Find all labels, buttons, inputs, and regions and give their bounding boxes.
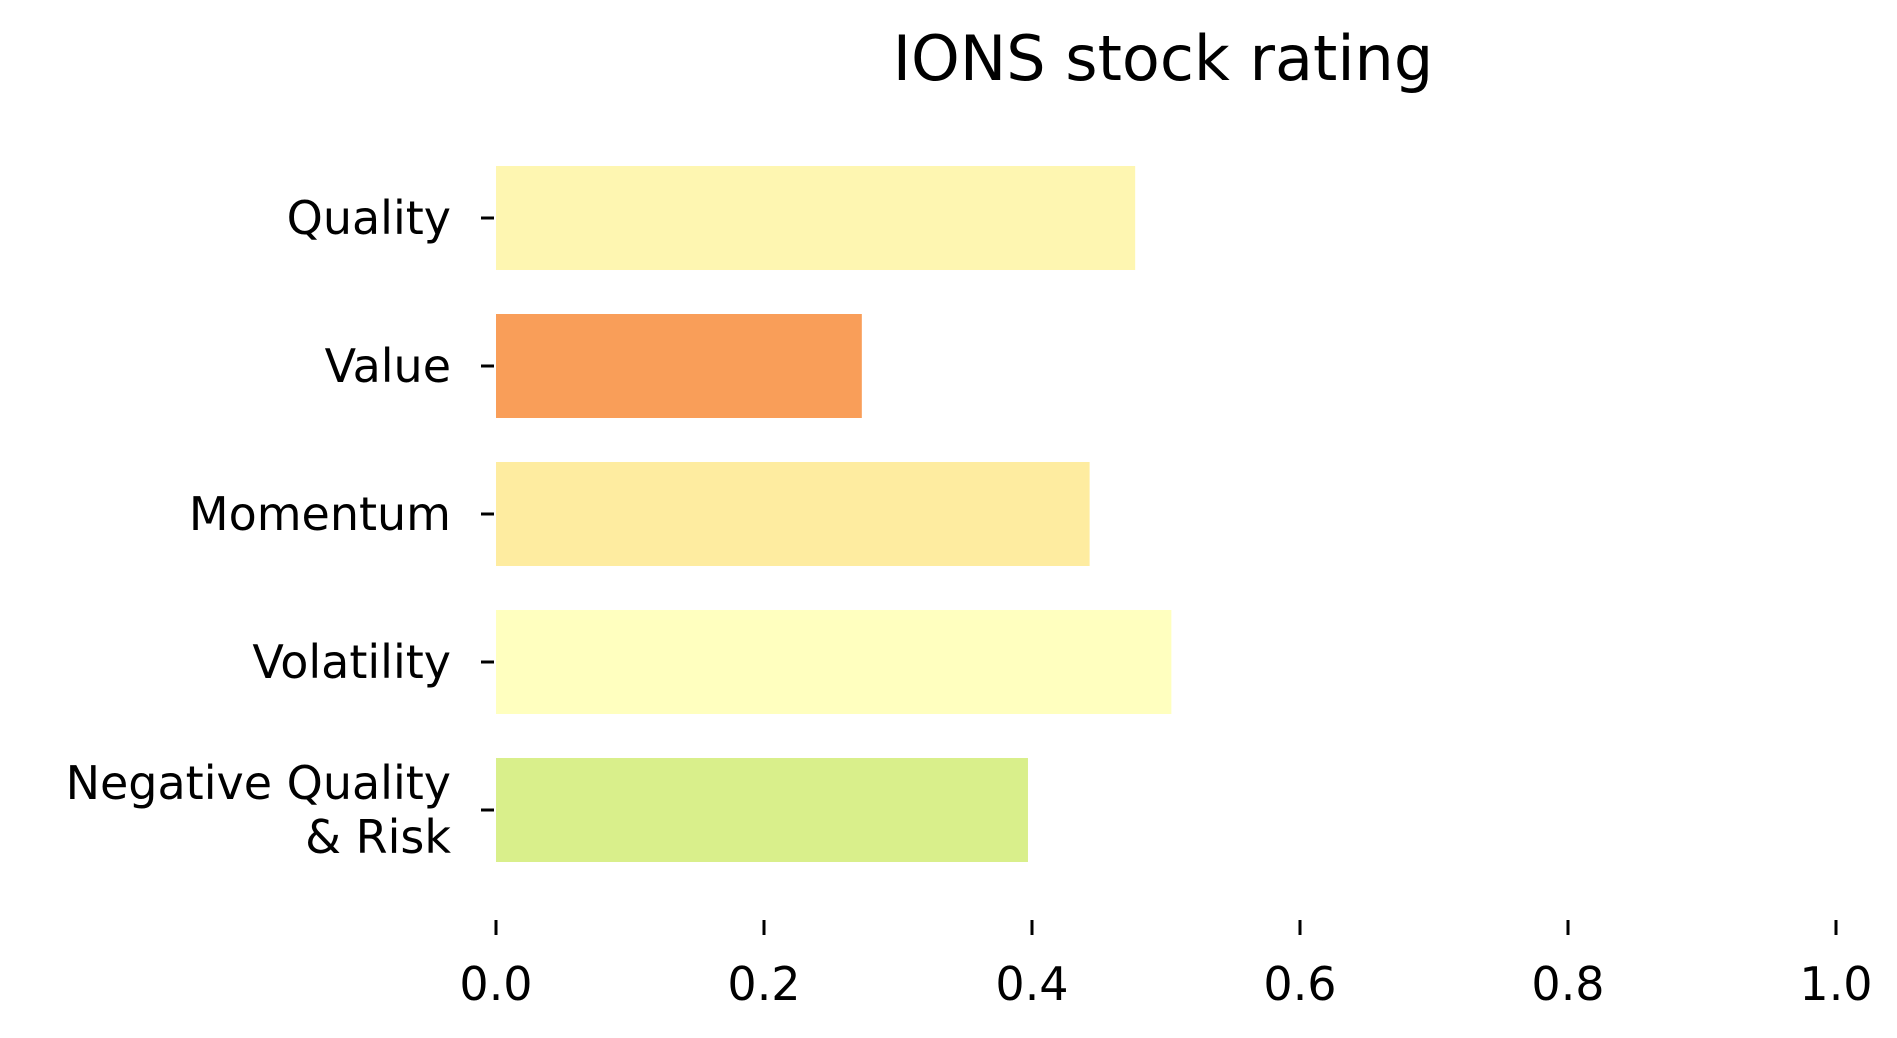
bar-value — [496, 314, 862, 418]
y-tick-label: Quality — [287, 191, 451, 245]
y-tick-label: Negative Quality — [66, 756, 451, 810]
x-tick-label: 0.4 — [995, 957, 1068, 1011]
x-tick-label: 1.0 — [1799, 957, 1872, 1011]
bar-negative-quality-risk — [496, 758, 1028, 862]
y-tick-label: Volatility — [252, 635, 451, 689]
x-tick-label: 0.6 — [1263, 957, 1336, 1011]
y-tick-label: Value — [325, 339, 451, 393]
bar-volatility — [496, 610, 1172, 714]
bar-quality — [496, 166, 1136, 270]
bars-group — [496, 166, 1172, 862]
x-tick-label: 0.2 — [727, 957, 800, 1011]
y-tick-label: Momentum — [189, 487, 451, 541]
y-tick-label: & Risk — [305, 810, 451, 864]
x-tick-label: 0.0 — [459, 957, 532, 1011]
x-axis: 0.0 0.2 0.4 0.6 0.8 1.0 — [459, 920, 1873, 1011]
y-axis: Quality Value Momentum Volatility Negative Q… — [66, 191, 494, 864]
x-tick-label: 0.8 — [1531, 957, 1604, 1011]
bar-momentum — [496, 462, 1090, 566]
chart-title: IONS stock rating — [893, 22, 1433, 95]
